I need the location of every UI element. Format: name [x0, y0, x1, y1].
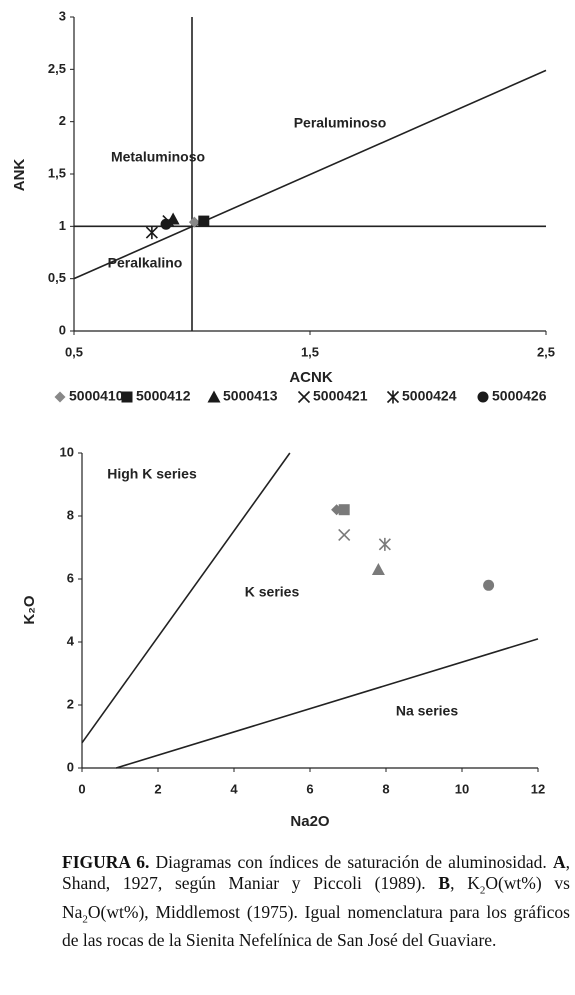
- caption-text: , K: [450, 873, 480, 893]
- boundary-line: [115, 638, 539, 769]
- y-tick-label: 1: [59, 218, 66, 233]
- y-tick-label: 2,5: [48, 61, 66, 76]
- marker: [378, 537, 391, 551]
- y-tick-label: 4: [67, 633, 75, 648]
- y-tick-label: 10: [60, 444, 74, 459]
- figure: 0 0,5 1 1,5 2 2,5 3 0,5 1,5 2,5 Metaluminoso Peralu…: [11, 8, 555, 830]
- caption-text: 2: [479, 884, 486, 897]
- caption: FIGURA 6. Diagramas con índices de satur…: [62, 852, 570, 951]
- boundary-line: [81, 452, 291, 744]
- caption-text: B: [438, 873, 451, 893]
- caption-text: O(wt%), Middlemost (1975). Igual nomencl…: [62, 901, 570, 951]
- caption-text: FIGURA 6.: [62, 852, 150, 872]
- y-tick-label: 2: [67, 696, 74, 711]
- x-tick-label: 0,5: [65, 344, 83, 359]
- caption-text: , Shand, 1927, según Maniar y Piccoli (1…: [62, 852, 570, 893]
- x-tick-label: 1,5: [301, 344, 319, 359]
- x-axis-title: ACNK: [289, 369, 332, 386]
- y-axis-title: ANK: [11, 159, 28, 192]
- legend-marker: [54, 391, 66, 403]
- marker: [145, 226, 158, 240]
- legend-label: 5000426: [492, 388, 547, 404]
- legend-marker: [207, 390, 221, 403]
- legend-label: 5000421: [313, 388, 368, 404]
- marker: [483, 579, 495, 591]
- region-label: Peraluminoso: [294, 115, 387, 131]
- region-label: K series: [245, 584, 300, 600]
- legend-marker: [477, 391, 489, 403]
- x-tick-label: 2: [154, 781, 161, 796]
- x-tick-label: 12: [531, 781, 545, 796]
- region-label: Metaluminoso: [111, 149, 205, 165]
- y-tick-label: 0: [59, 322, 66, 337]
- x-tick-label: 6: [306, 781, 313, 796]
- legend-label: 5000410: [69, 388, 124, 404]
- caption-text: Diagramas con índices de saturación de a…: [149, 852, 553, 872]
- caption-text: O(wt%) vs Na: [62, 873, 570, 922]
- y-tick-label: 0: [67, 759, 74, 774]
- region-label: Peralkalino: [108, 255, 183, 271]
- x-tick-label: 0: [78, 781, 85, 796]
- x-tick-label: 2,5: [537, 344, 555, 359]
- legend-label: 5000413: [223, 388, 278, 404]
- caption-text: 2: [82, 913, 88, 925]
- x-tick-label: 4: [230, 781, 238, 796]
- marker: [198, 215, 210, 227]
- x-axis-title: Na2O: [290, 813, 330, 830]
- boundary-line: [73, 69, 547, 280]
- y-tick-label: 8: [67, 507, 74, 522]
- marker: [371, 563, 385, 576]
- y-tick-label: 1,5: [48, 165, 66, 180]
- y-tick-label: 0,5: [48, 270, 66, 285]
- marker: [188, 216, 200, 228]
- x-tick-label: 8: [382, 781, 389, 796]
- y-tick-label: 3: [59, 8, 66, 23]
- x-tick-label: 10: [455, 781, 469, 796]
- region-label: High K series: [107, 466, 197, 482]
- legend-marker: [297, 390, 311, 404]
- y-tick-label: 2: [59, 113, 66, 128]
- region-label: Na series: [396, 703, 458, 719]
- marker: [338, 504, 350, 516]
- caption-text: A: [552, 852, 566, 872]
- y-tick-label: 6: [67, 570, 74, 585]
- y-axis-title: K₂O: [21, 595, 38, 624]
- legend-label: 5000424: [402, 388, 457, 404]
- legend-marker: [121, 391, 133, 403]
- legend-label: 5000412: [136, 388, 191, 404]
- marker: [338, 528, 351, 541]
- legend-marker: [386, 390, 400, 404]
- marker: [160, 218, 172, 230]
